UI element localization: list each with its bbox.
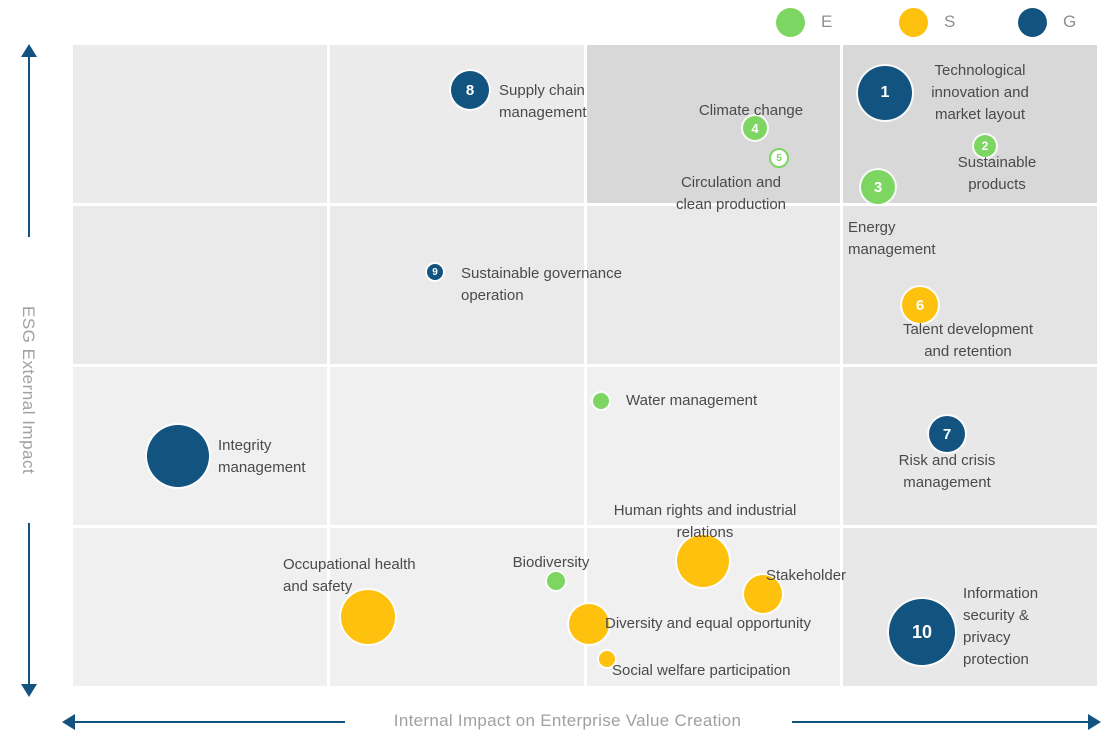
y-axis-line-top xyxy=(28,56,30,237)
bubble-number: 9 xyxy=(432,266,438,278)
label-sustainable-products: Sustainable products xyxy=(957,154,1037,193)
legend-dot-s-icon xyxy=(899,7,928,37)
plot-area: 1 Technological innovation and market layou… xyxy=(73,45,1097,686)
bubble-number: 8 xyxy=(465,81,475,99)
y-axis-line-bottom xyxy=(28,523,30,685)
label-human-rights-and-industrial-relations: Human rights and industrial relations xyxy=(613,502,797,541)
legend-dot-e-icon xyxy=(776,7,805,37)
legend-label-g: G xyxy=(1063,12,1078,31)
label-technological-innovation-and-market-layout: Technological innovation and market layout xyxy=(931,62,1029,123)
bubble-information-security-privacy-protection: 10 xyxy=(889,599,955,665)
bubble-energy-management: 3 xyxy=(861,170,895,204)
label-diversity-and-equal-opportunity: Diversity and equal opportunity xyxy=(605,615,811,632)
label-water-management: Water management xyxy=(626,392,758,409)
bubble-stakeholder xyxy=(744,575,782,613)
bubble-integrity-management xyxy=(147,425,209,487)
bubble-number: 3 xyxy=(873,178,883,196)
grid-cell-r3-c2 xyxy=(329,367,584,525)
bubble-circulation-and-clean-production: 5 xyxy=(769,148,789,168)
label-circulation-and-clean-production: Circulation and clean production xyxy=(675,174,787,213)
grid-cell-r3-c3 xyxy=(586,367,841,525)
grid-cell-r2-c3 xyxy=(586,206,841,364)
label-talent-development-and-retention: Talent development and retention xyxy=(902,321,1034,360)
y-axis-arrow-up-icon xyxy=(21,44,37,57)
grid-cell-r1-c1 xyxy=(73,45,327,203)
grid-cell-r2-c4 xyxy=(843,206,1097,364)
grid-cell-r1-c3 xyxy=(586,45,841,203)
legend-item-g: G xyxy=(1018,6,1077,38)
bubble-talent-development-and-retention: 6 xyxy=(902,287,938,323)
x-axis-arrow-right-icon xyxy=(1088,714,1101,730)
label-stakeholder: Stakeholder xyxy=(766,567,847,584)
grid-cell-r1-c2 xyxy=(329,45,584,203)
y-axis-arrow-down-icon xyxy=(21,684,37,697)
grid-cell-r2-c2 xyxy=(329,206,584,364)
legend-dot-g-icon xyxy=(1018,7,1047,37)
x-axis-line-right xyxy=(792,721,1088,723)
legend-item-e: E xyxy=(776,6,833,38)
bubble-diversity-and-equal-opportunity xyxy=(569,604,609,644)
bubble-number: 10 xyxy=(911,621,933,642)
bubble-human-rights-and-industrial-relations xyxy=(677,535,729,587)
bubble-biodiversity xyxy=(547,572,565,590)
legend-label-e: E xyxy=(821,12,834,31)
label-social-welfare-participation: Social welfare participation xyxy=(612,662,791,679)
label-information-security-privacy-protection: Information security & privacy protection xyxy=(963,585,1039,668)
legend: E S G xyxy=(0,6,1109,38)
bubble-number: 2 xyxy=(981,139,989,153)
grid-cell-r4-c4 xyxy=(843,528,1097,686)
bubble-number: 1 xyxy=(880,84,890,101)
grid-cell-r3-c4 xyxy=(843,367,1097,525)
bubble-number: 5 xyxy=(776,152,782,164)
grid-cell-r4-c1 xyxy=(73,528,327,686)
bubble-number: 4 xyxy=(751,120,759,136)
x-axis-arrow-left-icon xyxy=(62,714,75,730)
bubble-risk-and-crisis-management: 7 xyxy=(929,416,965,452)
label-climate-change: Climate change xyxy=(698,102,804,119)
label-integrity-management: Integrity management xyxy=(218,437,306,476)
bubble-number: 7 xyxy=(942,425,952,443)
bubble-supply-chain-management: 8 xyxy=(451,71,489,109)
bubble-occupational-health-and-safety xyxy=(341,590,395,644)
x-axis-line-left xyxy=(74,721,345,723)
x-axis-label: Internal Impact on Enterprise Value Crea… xyxy=(393,711,742,730)
legend-item-s: S xyxy=(899,6,956,38)
grid-cell-r2-c1 xyxy=(73,206,327,364)
bubble-technological-innovation-and-market-layout: 1 xyxy=(858,66,912,120)
label-risk-and-crisis-management: Risk and crisis management xyxy=(898,452,996,491)
bubble-climate-change: 4 xyxy=(743,116,767,140)
legend-label-s: S xyxy=(944,12,957,31)
label-energy-management: Energy management xyxy=(848,219,936,258)
bubble-number: 6 xyxy=(915,296,925,314)
bubble-social-welfare-participation xyxy=(599,651,615,667)
label-occupational-health-and-safety: Occupational health and safety xyxy=(283,556,416,595)
bubble-sustainable-governance-operation: 9 xyxy=(427,264,443,280)
label-supply-chain-management: Supply chain management xyxy=(499,82,587,121)
bubble-sustainable-products: 2 xyxy=(974,135,996,157)
label-sustainable-governance-operation: Sustainable governance operation xyxy=(461,265,622,304)
quadrant-grid xyxy=(73,45,1097,686)
y-axis-label: ESG External Impact xyxy=(19,305,38,475)
bubble-water-management xyxy=(593,393,609,409)
label-biodiversity: Biodiversity xyxy=(512,554,590,571)
